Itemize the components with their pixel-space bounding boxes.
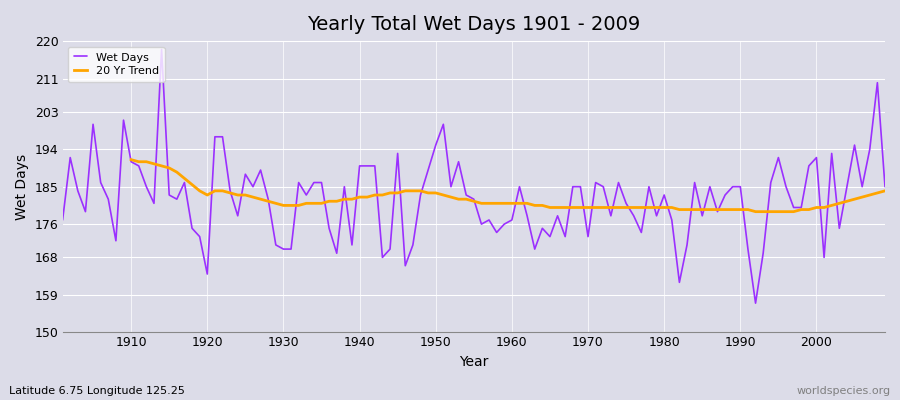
- Wet Days: [141, 184, 152, 189]
- Title: Yearly Total Wet Days 1901 - 2009: Yearly Total Wet Days 1901 - 2009: [307, 15, 641, 34]
- Wet Days: [454, 159, 464, 164]
- 20 Yr Trend: [879, 188, 890, 193]
- Wet Days: [750, 301, 760, 306]
- Text: Latitude 6.75 Longitude 125.25: Latitude 6.75 Longitude 125.25: [9, 386, 184, 396]
- 20 Yr Trend: [575, 205, 586, 210]
- 20 Yr Trend: [270, 201, 281, 206]
- Wet Days: [796, 205, 806, 210]
- Line: Wet Days: Wet Days: [63, 50, 885, 303]
- Text: worldspecies.org: worldspecies.org: [796, 386, 891, 396]
- Line: 20 Yr Trend: 20 Yr Trend: [131, 160, 885, 212]
- Wet Days: [879, 184, 890, 189]
- 20 Yr Trend: [126, 157, 137, 162]
- X-axis label: Year: Year: [459, 355, 489, 369]
- Wet Days: [720, 193, 731, 198]
- Wet Days: [194, 234, 205, 239]
- Wet Days: [58, 218, 68, 222]
- 20 Yr Trend: [849, 197, 859, 202]
- Wet Days: [780, 184, 791, 189]
- 20 Yr Trend: [826, 203, 837, 208]
- 20 Yr Trend: [750, 209, 760, 214]
- Y-axis label: Wet Days: Wet Days: [15, 154, 29, 220]
- 20 Yr Trend: [514, 201, 525, 206]
- 20 Yr Trend: [301, 201, 311, 206]
- Legend: Wet Days, 20 Yr Trend: Wet Days, 20 Yr Trend: [68, 47, 165, 82]
- Wet Days: [157, 47, 167, 52]
